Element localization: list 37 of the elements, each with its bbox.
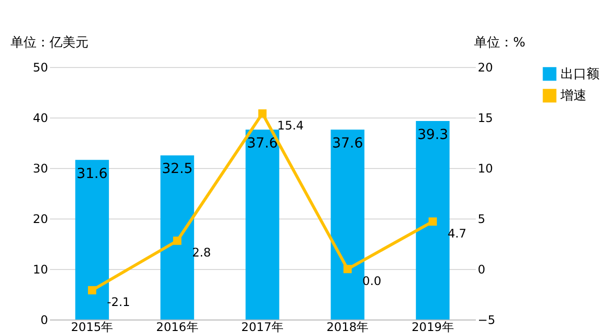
x-tick-label: 2019年: [412, 320, 454, 334]
y2-tick-label: 20: [478, 60, 493, 74]
point: [343, 264, 352, 274]
x-tick-label: 2015年: [70, 320, 114, 334]
point: [428, 217, 437, 226]
bar: [75, 160, 109, 320]
y2-tick-label: 0: [478, 262, 486, 276]
data-label: 37.6: [246, 135, 278, 152]
y-tick-label: 20: [32, 212, 48, 226]
y-tick-label: 0: [40, 312, 48, 327]
data-label: 15.4: [277, 118, 304, 132]
point: [88, 286, 96, 294]
x-tick-label: 2017年: [241, 320, 284, 334]
y2-tick-label: 15: [478, 110, 493, 125]
data-label: 37.6: [332, 135, 364, 152]
bar: [160, 155, 194, 320]
y-tick-label: 50: [32, 60, 48, 74]
legend-label: 出口额: [560, 66, 600, 82]
y2-tick-label: −5: [478, 312, 496, 327]
point: [258, 109, 267, 118]
bar: [246, 130, 280, 320]
data-label: 32.5: [162, 161, 193, 178]
legend-label: 增速: [559, 88, 586, 104]
y2-axis-title: 单位：%: [474, 36, 526, 51]
x-tick-label: 2016年: [156, 320, 198, 334]
y2-tick-label: 10: [478, 161, 493, 176]
y-tick-label: 30: [32, 161, 48, 176]
bar: [330, 130, 364, 320]
y-tick-label: 40: [32, 110, 48, 125]
data-label: 31.6: [76, 166, 108, 182]
data-label: 39.3: [417, 126, 448, 143]
y-tick-label: 10: [32, 262, 48, 276]
bar: [416, 121, 450, 320]
point: [173, 236, 182, 245]
y-axis-title: 单位：亿美元: [10, 34, 88, 51]
y2-tick-label: 5: [478, 212, 486, 226]
x-tick-label: 2018年: [326, 320, 369, 334]
